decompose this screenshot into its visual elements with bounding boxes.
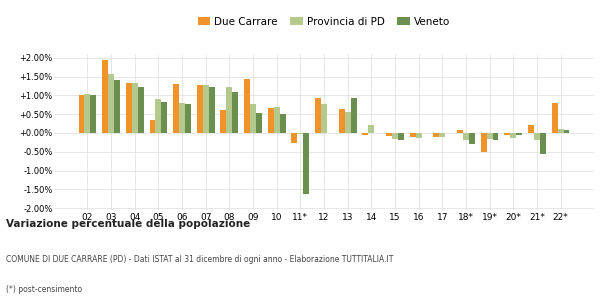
Bar [102, 60, 108, 133]
Bar [321, 104, 327, 133]
Bar [220, 110, 226, 133]
Bar [315, 98, 321, 133]
Bar [410, 133, 416, 137]
Text: COMUNE DI DUE CARRARE (PD) - Dati ISTAT al 31 dicembre di ogni anno - Elaborazio: COMUNE DI DUE CARRARE (PD) - Dati ISTAT … [6, 255, 394, 264]
Bar [540, 133, 546, 154]
Bar [149, 120, 155, 133]
Bar [350, 98, 356, 133]
Bar [534, 133, 540, 140]
Bar [481, 133, 487, 152]
Bar [392, 133, 398, 139]
Bar [179, 103, 185, 133]
Bar [433, 133, 439, 137]
Bar [487, 133, 493, 139]
Bar [85, 94, 91, 133]
Bar [132, 82, 137, 133]
Bar [463, 133, 469, 140]
Bar [226, 87, 232, 133]
Bar [457, 130, 463, 133]
Bar [493, 133, 499, 140]
Bar [563, 130, 569, 133]
Bar [114, 80, 120, 133]
Bar [256, 113, 262, 133]
Bar [197, 85, 203, 133]
Bar [155, 99, 161, 133]
Bar [469, 133, 475, 144]
Bar [79, 94, 85, 133]
Bar [511, 133, 516, 138]
Bar [292, 133, 298, 143]
Bar [280, 114, 286, 133]
Bar [268, 108, 274, 133]
Bar [244, 79, 250, 133]
Bar [161, 102, 167, 133]
Bar [108, 74, 114, 133]
Bar [185, 104, 191, 133]
Bar [232, 92, 238, 133]
Bar [528, 125, 534, 133]
Bar [505, 133, 511, 135]
Text: (*) post-censimento: (*) post-censimento [6, 285, 82, 294]
Bar [303, 133, 309, 194]
Bar [557, 129, 563, 133]
Bar [250, 103, 256, 133]
Bar [398, 133, 404, 140]
Bar [137, 87, 143, 133]
Bar [91, 94, 96, 133]
Bar [209, 87, 215, 133]
Legend: Due Carrare, Provincia di PD, Veneto: Due Carrare, Provincia di PD, Veneto [194, 12, 454, 31]
Text: Variazione percentuale della popolazione: Variazione percentuale della popolazione [6, 219, 250, 229]
Bar [298, 133, 303, 134]
Bar [345, 112, 350, 133]
Bar [203, 85, 209, 133]
Bar [439, 133, 445, 137]
Bar [126, 83, 132, 133]
Bar [416, 133, 422, 138]
Bar [552, 103, 557, 133]
Bar [386, 133, 392, 136]
Bar [368, 125, 374, 133]
Bar [362, 133, 368, 135]
Bar [339, 109, 345, 133]
Bar [516, 133, 522, 135]
Bar [173, 84, 179, 133]
Bar [274, 107, 280, 133]
